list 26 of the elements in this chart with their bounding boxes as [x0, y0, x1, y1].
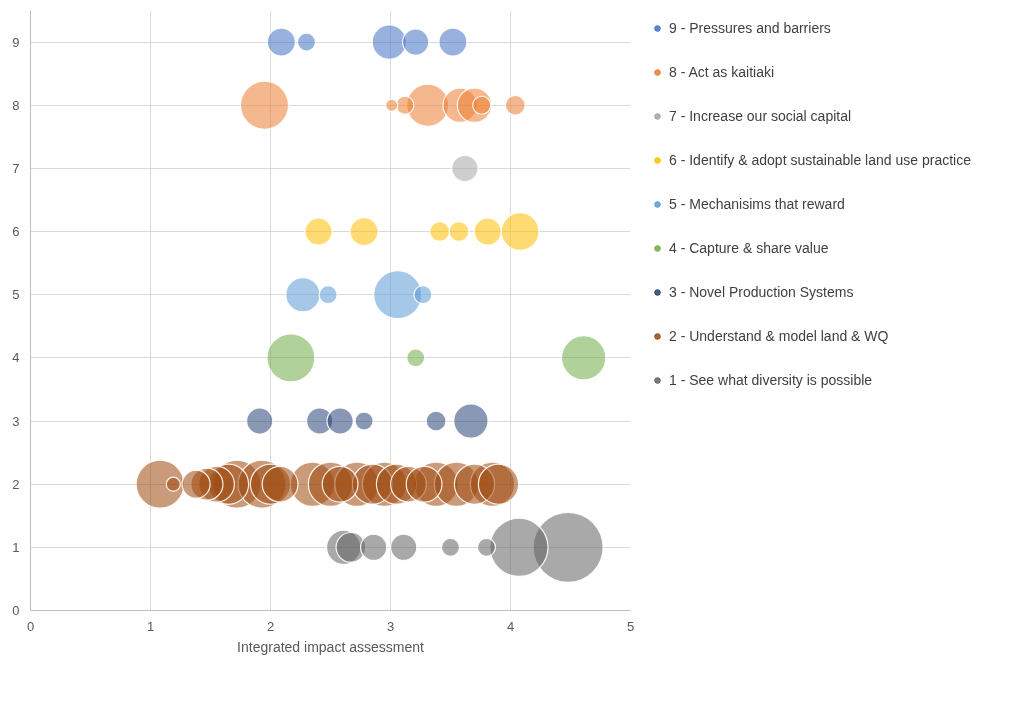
- y-tick-label: 8: [12, 97, 20, 113]
- y-tick-label: 9: [12, 34, 20, 50]
- x-tick-label: 5: [626, 618, 635, 634]
- x-tick-label: 3: [386, 618, 395, 634]
- legend-label: 4 - Capture & share value: [669, 240, 829, 256]
- legend-label: 2 - Understand & model land & WQ: [669, 328, 889, 344]
- x-tick-label: 2: [266, 618, 275, 634]
- x-tick-label: 4: [506, 618, 515, 634]
- legend-label: 3 - Novel Production Systems: [669, 284, 854, 300]
- legend-label: 5 - Mechanisims that reward: [669, 196, 845, 212]
- legend-label: 9 - Pressures and barriers: [669, 20, 831, 36]
- y-tick-label: 6: [12, 224, 20, 240]
- x-tick-label: 0: [26, 618, 35, 634]
- y-tick-label: 1: [12, 539, 20, 555]
- legend-label: 1 - See what diversity is possible: [669, 372, 873, 388]
- x-tick-label: 1: [146, 618, 155, 634]
- y-tick-label: 0: [12, 603, 20, 618]
- y-tick-label: 3: [12, 413, 20, 429]
- y-tick-label: 5: [12, 287, 20, 303]
- legend-label: 8 - Act as kaitiaki: [669, 64, 775, 80]
- legend-label: 7 - Increase our social capital: [669, 108, 852, 124]
- y-tick-label: 2: [12, 476, 20, 492]
- legend-label: 6 - Identify & adopt sustainable land use practice: [669, 152, 971, 168]
- x-axis-title: Integrated impact assessment: [237, 638, 424, 655]
- y-tick-label: 4: [12, 350, 20, 366]
- y-tick-label: 7: [12, 160, 20, 176]
